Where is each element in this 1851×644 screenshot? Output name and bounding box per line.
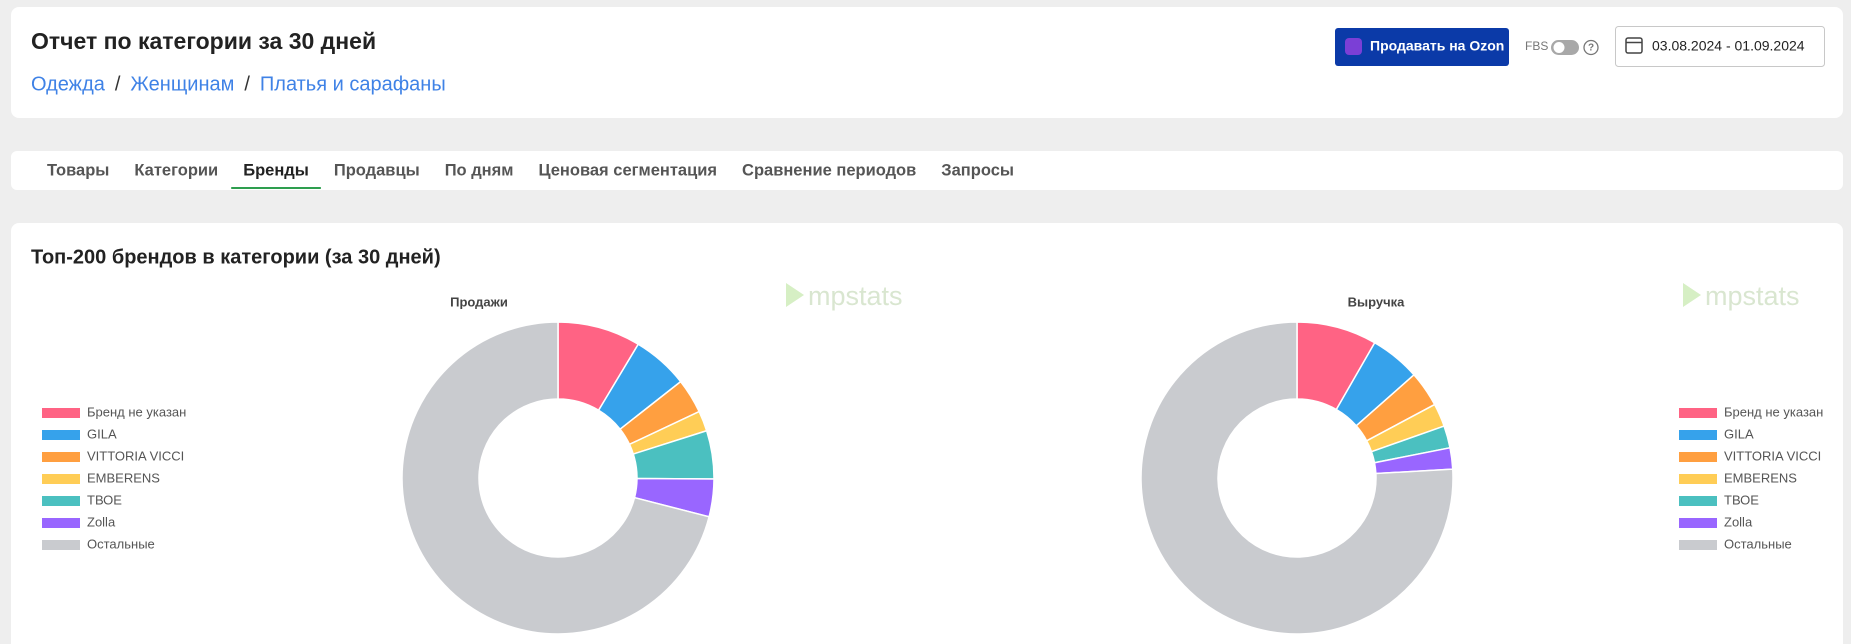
- legend-label: EMBERENS: [1724, 470, 1797, 485]
- page-title: Отчет по категории за 30 дней: [31, 28, 376, 54]
- legend-swatch: [1679, 474, 1717, 484]
- tab[interactable]: Категории: [134, 161, 218, 179]
- tab[interactable]: Ценовая сегментация: [538, 161, 717, 179]
- watermark: mpstats: [1705, 281, 1800, 311]
- tab[interactable]: Сравнение периодов: [742, 161, 916, 179]
- legend-label: Бренд не указан: [87, 404, 186, 419]
- chart-title: Выручка: [1348, 294, 1406, 309]
- watermark: mpstats: [808, 281, 903, 311]
- legend-swatch: [42, 408, 80, 418]
- section-title: Топ-200 брендов в категории (за 30 дней): [31, 246, 441, 268]
- date-range: 03.08.2024 - 01.09.2024: [1652, 38, 1805, 54]
- breadcrumb-link[interactable]: Женщинам: [130, 73, 234, 95]
- legend-swatch: [1679, 496, 1717, 506]
- legend-swatch: [42, 430, 80, 440]
- breadcrumbs: Одежда / Женщинам / Платья и сарафаны: [31, 73, 446, 95]
- legend-label: Остальные: [87, 536, 155, 551]
- tab[interactable]: Запросы: [941, 161, 1014, 179]
- tab-underline: [231, 187, 321, 189]
- date-picker[interactable]: [1615, 26, 1825, 67]
- tabs: Товары Категории Бренды Продавцы По дням Цено…: [47, 161, 1014, 189]
- watermark-logo: [786, 283, 804, 307]
- legend-label: EMBERENS: [87, 470, 160, 485]
- legend-swatch: [42, 474, 80, 484]
- legend-label: VITTORIA VICCI: [87, 448, 184, 463]
- tab[interactable]: Товары: [47, 161, 109, 179]
- ozon-icon: [1345, 38, 1362, 55]
- watermark-logo: [1683, 283, 1701, 307]
- breadcrumb-separator: /: [115, 73, 121, 95]
- legend-swatch: [42, 496, 80, 506]
- tab[interactable]: Продавцы: [334, 161, 420, 179]
- header-card: [11, 7, 1843, 118]
- help-icon[interactable]: [1583, 39, 1599, 56]
- chart-title: Продажи: [450, 294, 508, 309]
- legend-label: Бренд не указан: [1724, 404, 1823, 419]
- legend-label: Zolla: [1724, 514, 1753, 529]
- legend-swatch: [42, 540, 80, 550]
- legend-swatch: [1679, 430, 1717, 440]
- breadcrumb-link[interactable]: Платья и сарафаны: [260, 73, 446, 95]
- chart-card: [11, 223, 1843, 644]
- donut-slice: [1140, 321, 1454, 635]
- legend-label: GILA: [1724, 426, 1754, 441]
- legend-swatch: [42, 452, 80, 462]
- calendar-icon: [1625, 37, 1643, 54]
- legend-label: VITTORIA VICCI: [1724, 448, 1821, 463]
- legend-swatch: [42, 518, 80, 528]
- tab[interactable]: По дням: [445, 161, 514, 179]
- help-mark: ?: [1588, 43, 1594, 54]
- legend-swatch: [1679, 408, 1717, 418]
- breadcrumb-link[interactable]: Одежда: [31, 73, 106, 95]
- legend-label: ТВОЕ: [1724, 492, 1759, 507]
- tabs-card: [11, 151, 1843, 190]
- legend-label: ТВОЕ: [87, 492, 122, 507]
- breadcrumb-separator: /: [244, 73, 250, 95]
- legend-swatch: [1679, 452, 1717, 462]
- legend-swatch: [1679, 540, 1717, 550]
- sell-button-label: Продавать на Ozon: [1370, 38, 1504, 54]
- charts: Продажи mpstats Бренд не указан GILA VITTORI…: [42, 281, 1823, 635]
- legend-label: Zolla: [87, 514, 116, 529]
- fbs-label: FBS: [1525, 39, 1548, 53]
- legend-label: Остальные: [1724, 536, 1792, 551]
- legend-swatch: [1679, 518, 1717, 528]
- donut-slice: [401, 321, 711, 635]
- toggle-knob: [1553, 42, 1565, 53]
- tab[interactable]: Бренды: [243, 161, 309, 179]
- legend-label: GILA: [87, 426, 117, 441]
- sell-button[interactable]: [1335, 28, 1509, 66]
